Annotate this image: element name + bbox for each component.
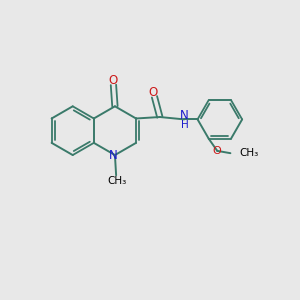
Text: H: H [181,120,188,130]
Text: O: O [213,146,222,156]
Text: N: N [110,148,118,162]
Text: O: O [108,74,118,87]
Text: CH₃: CH₃ [239,148,259,158]
Text: N: N [180,109,189,122]
Text: O: O [149,86,158,99]
Text: CH₃: CH₃ [107,176,126,186]
